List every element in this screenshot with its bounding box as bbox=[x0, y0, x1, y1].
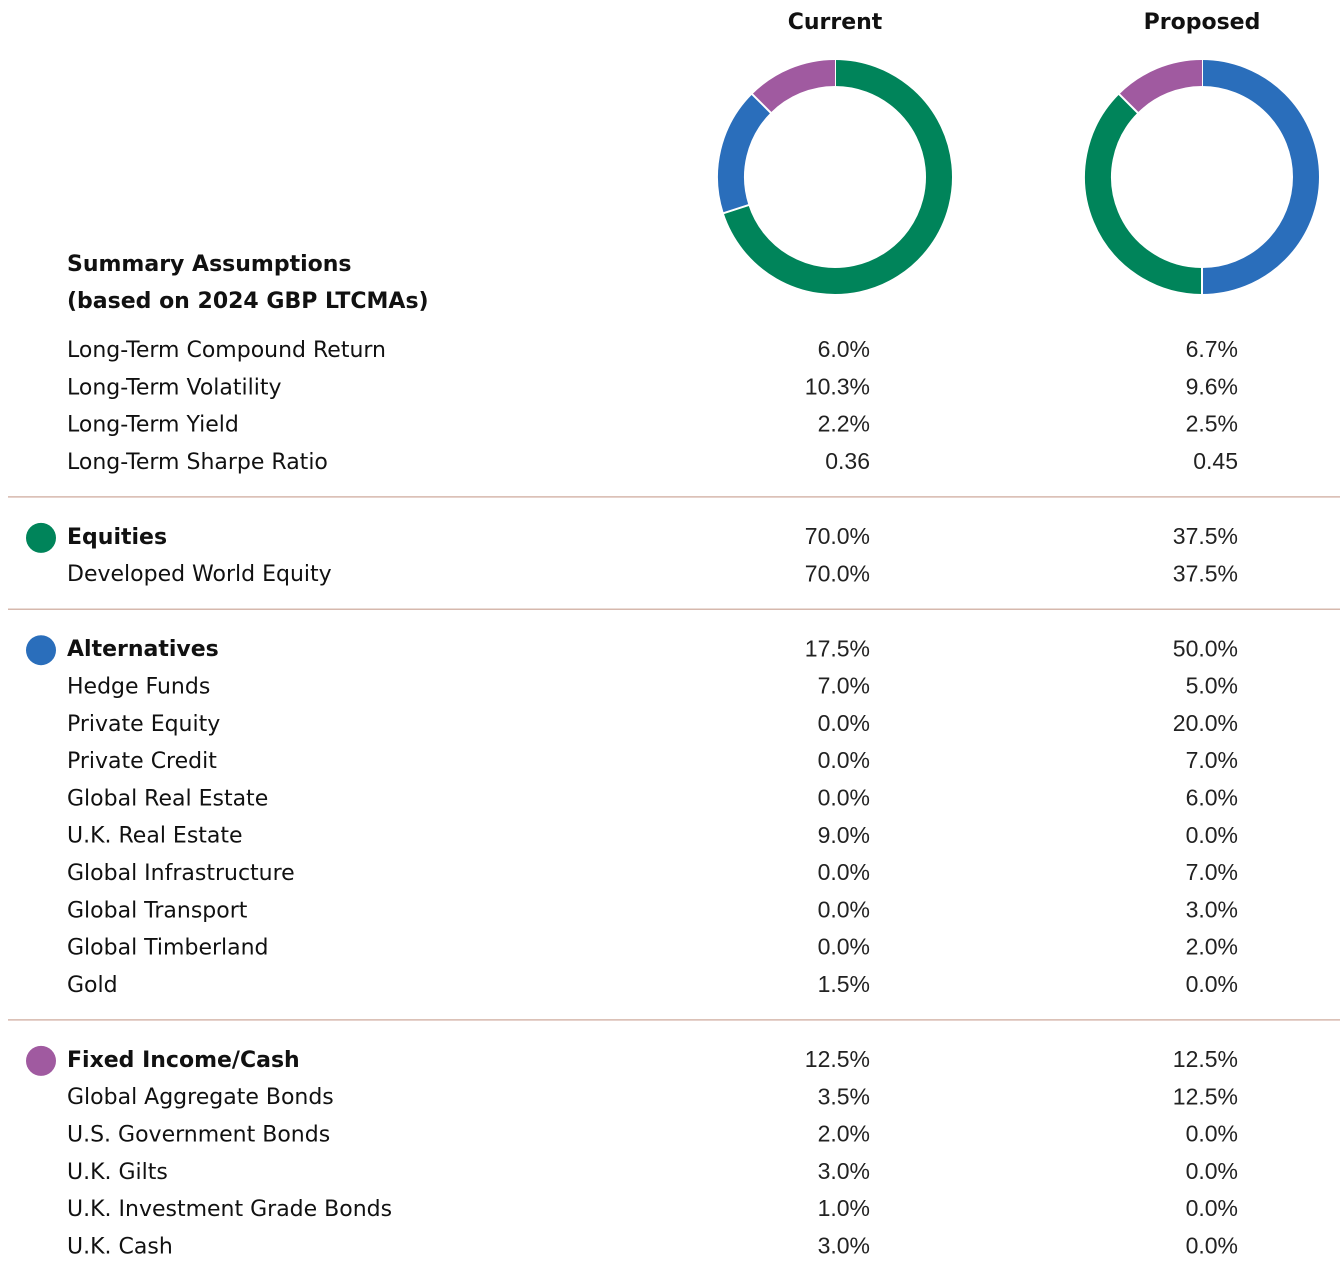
asset-value: 1.5% bbox=[818, 971, 870, 997]
group-label: Fixed Income/Cash bbox=[67, 1048, 300, 1073]
asset-value: 0.0% bbox=[1186, 971, 1238, 997]
asset-value: 3.0% bbox=[818, 1232, 870, 1258]
donut-separator bbox=[1117, 92, 1140, 115]
asset-value: 0.0% bbox=[1186, 1121, 1238, 1147]
metric-value: 0.45 bbox=[1193, 448, 1238, 474]
metric-value: 0.36 bbox=[825, 448, 870, 474]
asset-value: 2.0% bbox=[818, 1121, 870, 1147]
group-value: 70.0% bbox=[805, 523, 870, 549]
group-value: 12.5% bbox=[805, 1046, 870, 1072]
asset-value: 20.0% bbox=[1173, 710, 1238, 736]
metric-value: 6.7% bbox=[1186, 336, 1238, 362]
group-dot bbox=[26, 635, 56, 666]
asset-value: 1.0% bbox=[818, 1195, 870, 1221]
asset-value: 37.5% bbox=[1173, 560, 1238, 586]
asset-value: 2.0% bbox=[1186, 934, 1238, 960]
asset-value: 6.0% bbox=[1186, 784, 1238, 810]
metric-value: 2.5% bbox=[1186, 411, 1238, 437]
group-value: 37.5% bbox=[1173, 523, 1238, 549]
donut-separator bbox=[722, 203, 750, 215]
asset-label: Global Aggregate Bonds bbox=[67, 1085, 334, 1110]
donut-segment bbox=[1201, 60, 1319, 294]
asset-value: 0.0% bbox=[818, 710, 870, 736]
group-dot bbox=[26, 1045, 56, 1076]
asset-value: 0.0% bbox=[818, 747, 870, 773]
asset-value: 3.5% bbox=[818, 1083, 870, 1109]
donut-segment bbox=[723, 60, 952, 294]
metric-value: 2.2% bbox=[818, 411, 870, 437]
asset-value: 0.0% bbox=[818, 934, 870, 960]
metric-label: Long-Term Sharpe Ratio bbox=[67, 450, 328, 475]
metric-label: Long-Term Volatility bbox=[67, 375, 281, 400]
asset-label: Gold bbox=[67, 973, 118, 998]
asset-label: U.K. Gilts bbox=[67, 1160, 168, 1185]
asset-label: Hedge Funds bbox=[67, 675, 210, 700]
asset-value: 5.0% bbox=[1186, 673, 1238, 699]
donut-segment bbox=[752, 60, 836, 113]
donut-separator bbox=[750, 92, 773, 115]
metric-label: Long-Term Yield bbox=[67, 413, 239, 438]
asset-label: Global Timberland bbox=[67, 936, 269, 961]
asset-value: 0.0% bbox=[818, 859, 870, 885]
asset-label: Global Real Estate bbox=[67, 786, 268, 811]
group-value: 17.5% bbox=[805, 635, 870, 661]
metric-label: Long-Term Compound Return bbox=[67, 338, 386, 363]
asset-value: 3.0% bbox=[1186, 896, 1238, 922]
asset-value: 0.0% bbox=[1186, 822, 1238, 848]
asset-value: 0.0% bbox=[1186, 1158, 1238, 1184]
donut-segment bbox=[1085, 94, 1203, 294]
group-label: Equities bbox=[67, 525, 167, 550]
metric-value: 9.6% bbox=[1186, 373, 1238, 399]
group-value: 12.5% bbox=[1173, 1046, 1238, 1072]
group-label: Alternatives bbox=[67, 637, 219, 662]
metric-value: 6.0% bbox=[818, 336, 870, 362]
asset-label: U.S. Government Bonds bbox=[67, 1123, 330, 1148]
group-value: 50.0% bbox=[1173, 635, 1238, 661]
asset-value: 0.0% bbox=[818, 784, 870, 810]
asset-label: Global Transport bbox=[67, 898, 248, 923]
asset-value: 0.0% bbox=[1186, 1232, 1238, 1258]
asset-value: 7.0% bbox=[818, 673, 870, 699]
asset-value: 7.0% bbox=[1186, 747, 1238, 773]
asset-label: Global Infrastructure bbox=[67, 861, 295, 886]
summary-title: Summary Assumptions bbox=[67, 252, 352, 277]
asset-label: U.K. Real Estate bbox=[67, 824, 243, 849]
metric-value: 10.3% bbox=[805, 373, 870, 399]
asset-value: 3.0% bbox=[818, 1158, 870, 1184]
asset-value: 7.0% bbox=[1186, 859, 1238, 885]
asset-label: U.K. Cash bbox=[67, 1234, 173, 1259]
asset-value: 0.0% bbox=[1186, 1195, 1238, 1221]
asset-value: 9.0% bbox=[818, 822, 870, 848]
summary-subtitle: (based on 2024 GBP LTCMAs) bbox=[67, 289, 429, 314]
asset-label: Private Equity bbox=[67, 712, 220, 737]
column-header: Current bbox=[788, 10, 883, 35]
asset-label: U.K. Investment Grade Bonds bbox=[67, 1197, 392, 1222]
asset-label: Private Credit bbox=[67, 749, 217, 774]
asset-value: 12.5% bbox=[1173, 1083, 1238, 1109]
donut-segment bbox=[718, 94, 771, 214]
asset-value: 70.0% bbox=[805, 560, 870, 586]
group-dot bbox=[26, 522, 56, 553]
asset-label: Developed World Equity bbox=[67, 562, 332, 587]
donut-segment bbox=[1119, 60, 1203, 113]
asset-value: 0.0% bbox=[818, 896, 870, 922]
column-header: Proposed bbox=[1144, 10, 1261, 35]
